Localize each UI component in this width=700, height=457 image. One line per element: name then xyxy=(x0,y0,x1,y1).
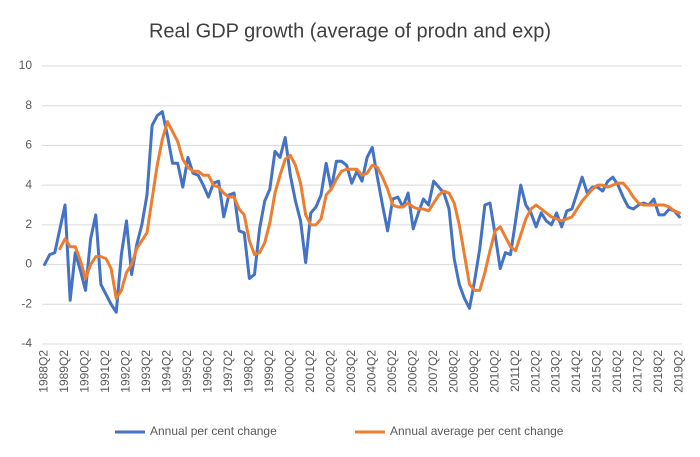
x-tick-label: 1990Q2 xyxy=(78,350,92,393)
x-tick-label: 2006Q2 xyxy=(405,350,419,393)
legend-label: Annual per cent change xyxy=(150,424,277,438)
x-tick-label: 2018Q2 xyxy=(651,350,665,393)
x-tick-label: 1993Q2 xyxy=(139,350,153,393)
chart-title: Real GDP growth (average of prodn and ex… xyxy=(149,20,551,42)
x-tick-label: 2015Q2 xyxy=(590,350,604,393)
x-tick-label: 2009Q2 xyxy=(467,350,481,393)
y-tick-label: 10 xyxy=(19,58,33,72)
x-tick-label: 1998Q2 xyxy=(242,350,256,393)
x-tick-label: 1999Q2 xyxy=(262,350,276,393)
x-tick-label: 1994Q2 xyxy=(160,350,174,393)
x-tick-label: 2003Q2 xyxy=(344,350,358,393)
y-tick-label: 0 xyxy=(25,257,32,271)
x-tick-label: 1996Q2 xyxy=(201,350,215,393)
x-tick-label: 2002Q2 xyxy=(323,350,337,393)
x-tick-label: 2011Q2 xyxy=(508,350,522,392)
x-tick-label: 2019Q2 xyxy=(672,350,686,393)
x-tick-label: 1991Q2 xyxy=(98,350,112,393)
y-tick-label: 6 xyxy=(25,138,32,152)
x-tick-label: 2000Q2 xyxy=(282,350,296,393)
y-tick-label: 2 xyxy=(25,217,32,231)
x-tick-label: 2013Q2 xyxy=(549,350,563,393)
y-tick-label: -4 xyxy=(21,336,32,350)
x-tick-label: 1989Q2 xyxy=(57,350,71,393)
x-tick-label: 2001Q2 xyxy=(303,350,317,393)
x-tick-label: 2007Q2 xyxy=(426,350,440,393)
x-tick-label: 2005Q2 xyxy=(385,350,399,393)
x-tick-label: 1995Q2 xyxy=(180,350,194,393)
y-tick-label: -2 xyxy=(21,296,32,310)
x-tick-label: 2010Q2 xyxy=(487,350,501,393)
x-tick-label: 1992Q2 xyxy=(119,350,133,393)
x-tick-label: 1988Q2 xyxy=(37,350,51,393)
series-line xyxy=(58,120,681,300)
legend-label: Annual average per cent change xyxy=(390,424,564,438)
x-tick-label: 1997Q2 xyxy=(221,350,235,393)
x-tick-label: 2017Q2 xyxy=(631,350,645,393)
x-tick-label: 2016Q2 xyxy=(610,350,624,393)
y-tick-label: 8 xyxy=(25,98,32,112)
y-tick-label: 4 xyxy=(25,177,32,191)
x-tick-label: 2004Q2 xyxy=(364,350,378,393)
x-tick-label: 2014Q2 xyxy=(569,350,583,393)
x-tick-label: 2012Q2 xyxy=(528,350,542,393)
x-tick-label: 2008Q2 xyxy=(446,350,460,393)
series-line xyxy=(43,110,681,314)
